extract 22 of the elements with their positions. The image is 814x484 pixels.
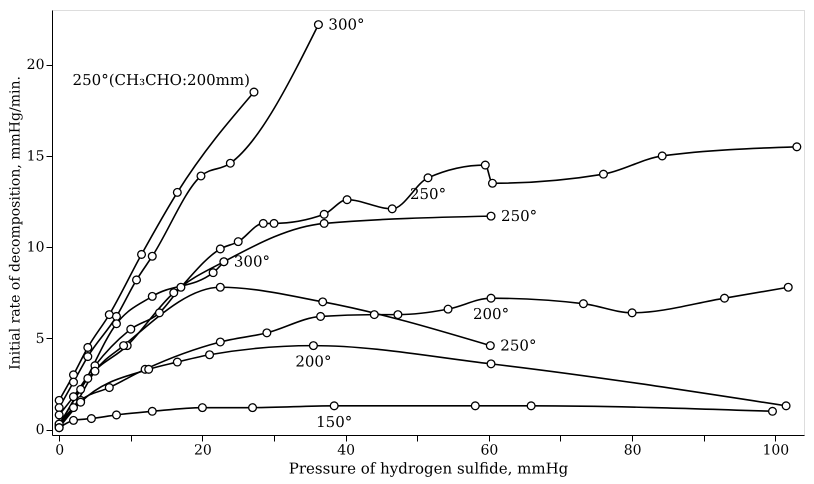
series-label: 300°: [328, 16, 365, 34]
series-label: 250°: [410, 184, 446, 203]
y-tick-label: 0: [36, 422, 44, 438]
series-label: 250°: [500, 336, 536, 355]
series-label: 200°: [295, 352, 332, 371]
series-label: 300°: [234, 252, 270, 271]
x-tick-label: 80: [624, 442, 642, 458]
series-label: 250°: [501, 207, 538, 226]
x-tick-label: 0: [55, 442, 64, 458]
x-tick-label: 60: [480, 442, 498, 458]
series-label: 150°: [316, 412, 352, 431]
x-tick-label: 100: [762, 442, 790, 458]
series-label: 200°: [472, 305, 510, 324]
x-axis-title: Pressure of hydrogen sulfide, mmHg: [288, 460, 569, 478]
series-label: 250°(CH₃CHO:200mm): [72, 71, 250, 90]
y-tick-label: 20: [26, 57, 44, 74]
y-tick-label: 15: [26, 148, 44, 164]
x-tick-label: 40: [337, 442, 356, 458]
x-tick-label: 20: [194, 442, 212, 458]
y-tick-label: 5: [36, 330, 44, 347]
y-axis-title: Initial rate of decomposition, mmHg/min.: [8, 76, 24, 370]
y-tick-label: 10: [26, 240, 44, 256]
